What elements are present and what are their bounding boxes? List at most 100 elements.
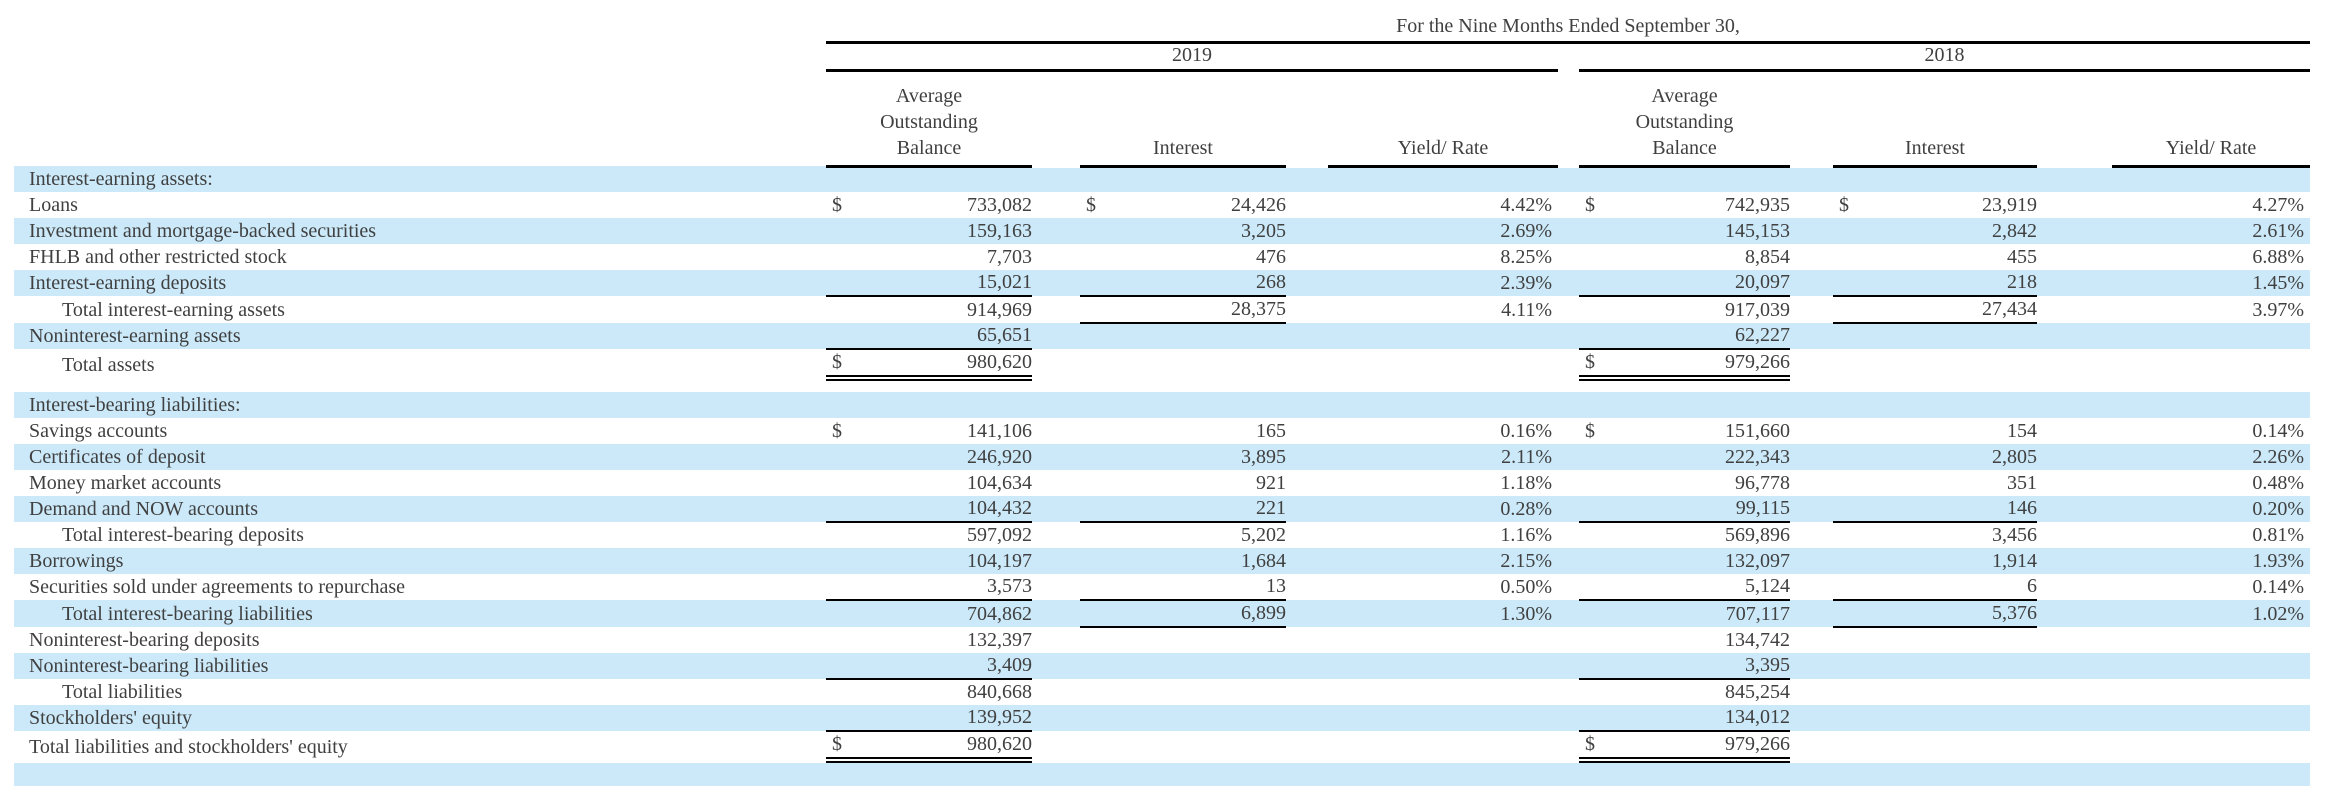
yield-2019: 1.30% [1500, 603, 1552, 625]
balance-2019-header: Average Outstanding Balance [826, 70, 1032, 168]
interest-2018-value: 2,805 [1992, 446, 2037, 468]
column-gap [1790, 731, 1833, 760]
balance-2018-value: 62,227 [1735, 324, 1790, 346]
balance-2019-box: 3,573 [826, 574, 1032, 598]
row-label: Interest-earning assets: [29, 168, 213, 190]
balance-2018-box: 132,097 [1579, 549, 1790, 574]
interest-2018-value: 23,919 [1982, 194, 2037, 216]
table-row: Securities sold under agreements to repu… [14, 574, 2310, 601]
balance-2018: $742,935 [1579, 192, 1790, 218]
balance-2018-value: 917,039 [1725, 299, 1790, 321]
interest-2018-value: 146 [2007, 497, 2037, 519]
column-gap [1286, 653, 1328, 679]
column-gap [2037, 418, 2112, 444]
row-label: Savings accounts [29, 420, 168, 442]
yield-2018: 1.93% [2252, 550, 2305, 572]
balance-2019-value: 3,409 [987, 654, 1032, 676]
balance-2018-value: 742,935 [1725, 194, 1790, 216]
row-label: Loans [29, 194, 78, 216]
column-gap [1032, 653, 1080, 679]
interest-2018-value: 3,456 [1992, 524, 2037, 546]
interest-2019-box: 921 [1080, 471, 1286, 496]
average-balance-rate-table: For the Nine Months Ended September 30, … [14, 2, 2311, 786]
year-gap [1558, 70, 1579, 166]
row-label: Total liabilities [62, 681, 183, 703]
balance-2018-value: 145,153 [1725, 220, 1790, 242]
balance-2019-box: 597,092 [826, 523, 1032, 548]
interest-2019-box: 221 [1080, 496, 1286, 520]
yield-2018: 0.14% [2252, 420, 2305, 442]
balance-2018: 134,742 [1579, 627, 1790, 653]
column-gap [2037, 270, 2112, 296]
column-gap [1790, 296, 1833, 323]
interest-2018-value: 27,434 [1982, 298, 2037, 320]
yield-2018: 1.45% [2252, 272, 2305, 294]
column-gap [2037, 574, 2112, 600]
yield-2018: 0.14% [2252, 576, 2305, 598]
yield-2019: 2.69% [1500, 220, 1552, 242]
dollar-sign: $ [1585, 194, 1595, 216]
interest-2018: 2,842 [1833, 218, 2037, 244]
interest-2019 [1080, 705, 1286, 731]
dollar-sign: $ [1839, 194, 1849, 216]
interest-2018-box: 351 [1833, 471, 2037, 496]
balance-2018-header: Average Outstanding Balance [1579, 70, 1790, 168]
balance-2019-value: 15,021 [977, 271, 1032, 293]
balance-2018-value: 132,097 [1725, 550, 1790, 572]
year-gap [1558, 42, 1579, 70]
balance-2018-value: 222,343 [1725, 446, 1790, 468]
yield-2019: 8.25% [1500, 246, 1552, 268]
column-gap [1790, 192, 1833, 218]
balance-2018-box: $979,266 [1579, 350, 1790, 373]
interest-2018-box: 455 [1833, 245, 2037, 270]
balance-2018: $151,660 [1579, 418, 1790, 444]
balance-2019: 597,092 [826, 522, 1032, 548]
column-gap [1790, 70, 1833, 166]
table-row: Noninterest-bearing liabilities 3,409 3,39… [14, 653, 2311, 680]
balance-2018-value: 134,012 [1725, 706, 1790, 728]
interest-2019: 3,895 [1080, 444, 1286, 470]
balance-2019-box: 914,969 [826, 298, 1032, 323]
column-gap [1286, 418, 1328, 444]
balance-2018-box: 222,343 [1579, 445, 1790, 470]
column-gap [1790, 600, 1833, 627]
interest-2018 [1833, 705, 2037, 731]
balance-2019-value: 597,092 [967, 524, 1032, 546]
year-gap [1558, 323, 1579, 349]
interest-2018: 455 [1833, 244, 2037, 270]
balance-2018-value: 134,742 [1725, 629, 1790, 651]
column-gap [1790, 705, 1833, 731]
interest-2018: 154 [1833, 418, 2037, 444]
interest-2019-box: 1,684 [1080, 549, 1286, 574]
interest-2019-box: 268 [1080, 270, 1286, 294]
balance-2019-box: 7,703 [826, 245, 1032, 270]
interest-2019-header: Interest [1080, 70, 1286, 168]
yield-2018 [2112, 679, 2310, 705]
column-gap [1286, 731, 1328, 760]
balance-2019: 104,197 [826, 548, 1032, 574]
table-row: Certificates of deposit 246,920 3,895 2.11%… [14, 444, 2311, 470]
interest-2018: 6 [1833, 574, 2037, 601]
balance-2018-value: 569,896 [1725, 524, 1790, 546]
row-label: Borrowings [29, 550, 124, 572]
balance-2018-value: 979,266 [1725, 351, 1790, 373]
table-row: Total interest-earning assets 914,969 28,3… [14, 296, 2310, 324]
interest-2019: 13 [1080, 574, 1286, 601]
interest-2019: 5,202 [1080, 522, 1286, 548]
column-gap [1790, 323, 1833, 349]
dollar-sign: $ [832, 194, 842, 216]
dollar-sign: $ [1585, 733, 1595, 755]
column-gap [1790, 244, 1833, 270]
row-label: Total interest-bearing deposits [62, 524, 304, 546]
column-gap [2037, 323, 2112, 349]
balance-2019: $980,620 [826, 731, 1032, 763]
table-row: Total liabilities and stockholders' equi… [14, 731, 2310, 763]
column-gap [1032, 705, 1080, 731]
yield-2018 [2112, 323, 2310, 349]
section-spacer-row [14, 378, 2310, 392]
interest-2018 [1833, 349, 2037, 378]
column-gap [1790, 218, 1833, 244]
balance-2018: 62,227 [1579, 323, 1790, 350]
column-gap [1032, 522, 1080, 548]
